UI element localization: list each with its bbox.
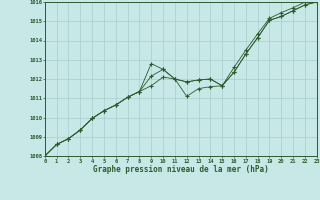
X-axis label: Graphe pression niveau de la mer (hPa): Graphe pression niveau de la mer (hPa)	[93, 165, 269, 174]
